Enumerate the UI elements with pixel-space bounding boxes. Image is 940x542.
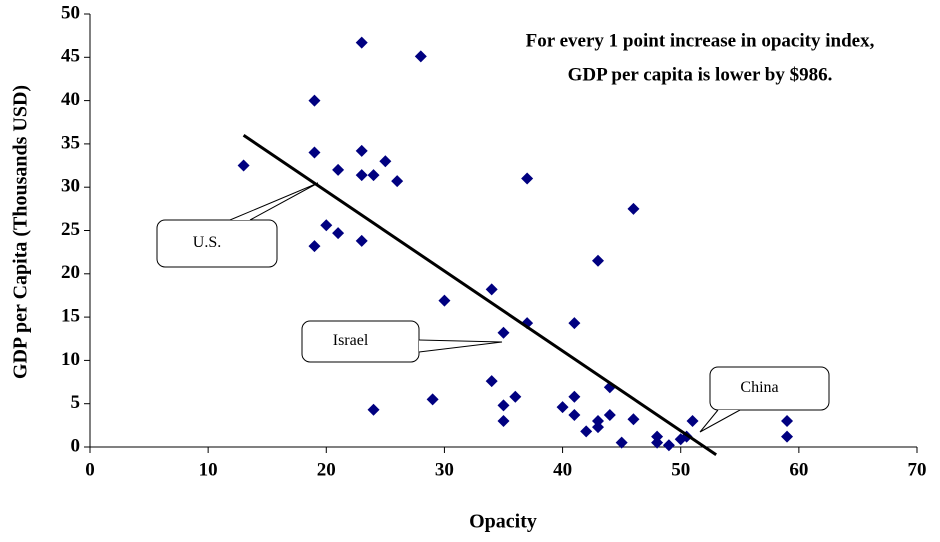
y-tick-label: 45 [61,46,80,67]
callout-label: China [740,379,778,396]
point [521,172,534,185]
x-tick-label: 0 [85,459,95,480]
callout-box [156,219,278,268]
point [379,155,392,168]
point [497,326,510,339]
point [568,408,581,421]
point [237,159,250,172]
callout-pointer [418,339,503,353]
y-tick-label: 50 [61,2,80,23]
point [355,144,368,157]
point [414,50,427,63]
point [556,401,569,414]
y-tick-label: 35 [61,132,80,153]
point [308,240,321,253]
point [592,254,605,267]
callout-label: U.S. [193,234,221,251]
point [592,415,605,428]
y-tick-label: 5 [71,392,81,413]
x-tick-label: 60 [789,459,808,480]
y-tick-label: 10 [61,349,80,370]
point [391,175,404,188]
point [627,413,640,426]
y-axis-title: GDP per Capita (Thousands USD) [10,85,32,379]
point [781,415,794,428]
point [355,169,368,182]
point [686,415,699,428]
x-tick-label: 70 [908,459,927,480]
point [603,408,616,421]
point [308,146,321,159]
point [662,439,675,452]
y-tick-label: 20 [61,262,80,283]
point [592,421,605,434]
point [509,390,522,403]
y-tick-label: 40 [61,89,80,110]
point [627,202,640,215]
annotation: GDP per capita is lower by $986. [568,64,833,85]
point [615,436,628,449]
point [781,430,794,443]
point [497,415,510,428]
point [332,227,345,240]
point [426,393,439,406]
point [651,430,664,443]
callout-box [709,366,830,411]
point [320,219,333,232]
callout-pointer [699,409,741,433]
x-axis-title: Opacity [469,511,537,533]
callout-label: Israel [333,332,369,349]
point [580,425,593,438]
point [568,317,581,330]
y-tick-label: 25 [61,219,80,240]
point [485,283,498,296]
x-tick-label: 40 [553,459,572,480]
point [568,390,581,403]
x-tick-label: 20 [317,459,336,480]
y-tick-label: 15 [61,305,80,326]
point [497,399,510,412]
point [355,36,368,49]
callout-pointer [229,182,319,221]
point [332,163,345,176]
point [355,234,368,247]
x-tick-label: 10 [199,459,218,480]
x-tick-label: 30 [435,459,454,480]
annotation: For every 1 point increase in opacity in… [526,30,875,51]
y-tick-label: 0 [71,435,81,456]
point [308,94,321,107]
point [367,403,380,416]
x-tick-label: 50 [671,459,690,480]
point [485,375,498,388]
point [438,294,451,307]
y-tick-label: 30 [61,176,80,197]
point [367,169,380,182]
trend-line [242,133,717,457]
point [651,436,664,449]
